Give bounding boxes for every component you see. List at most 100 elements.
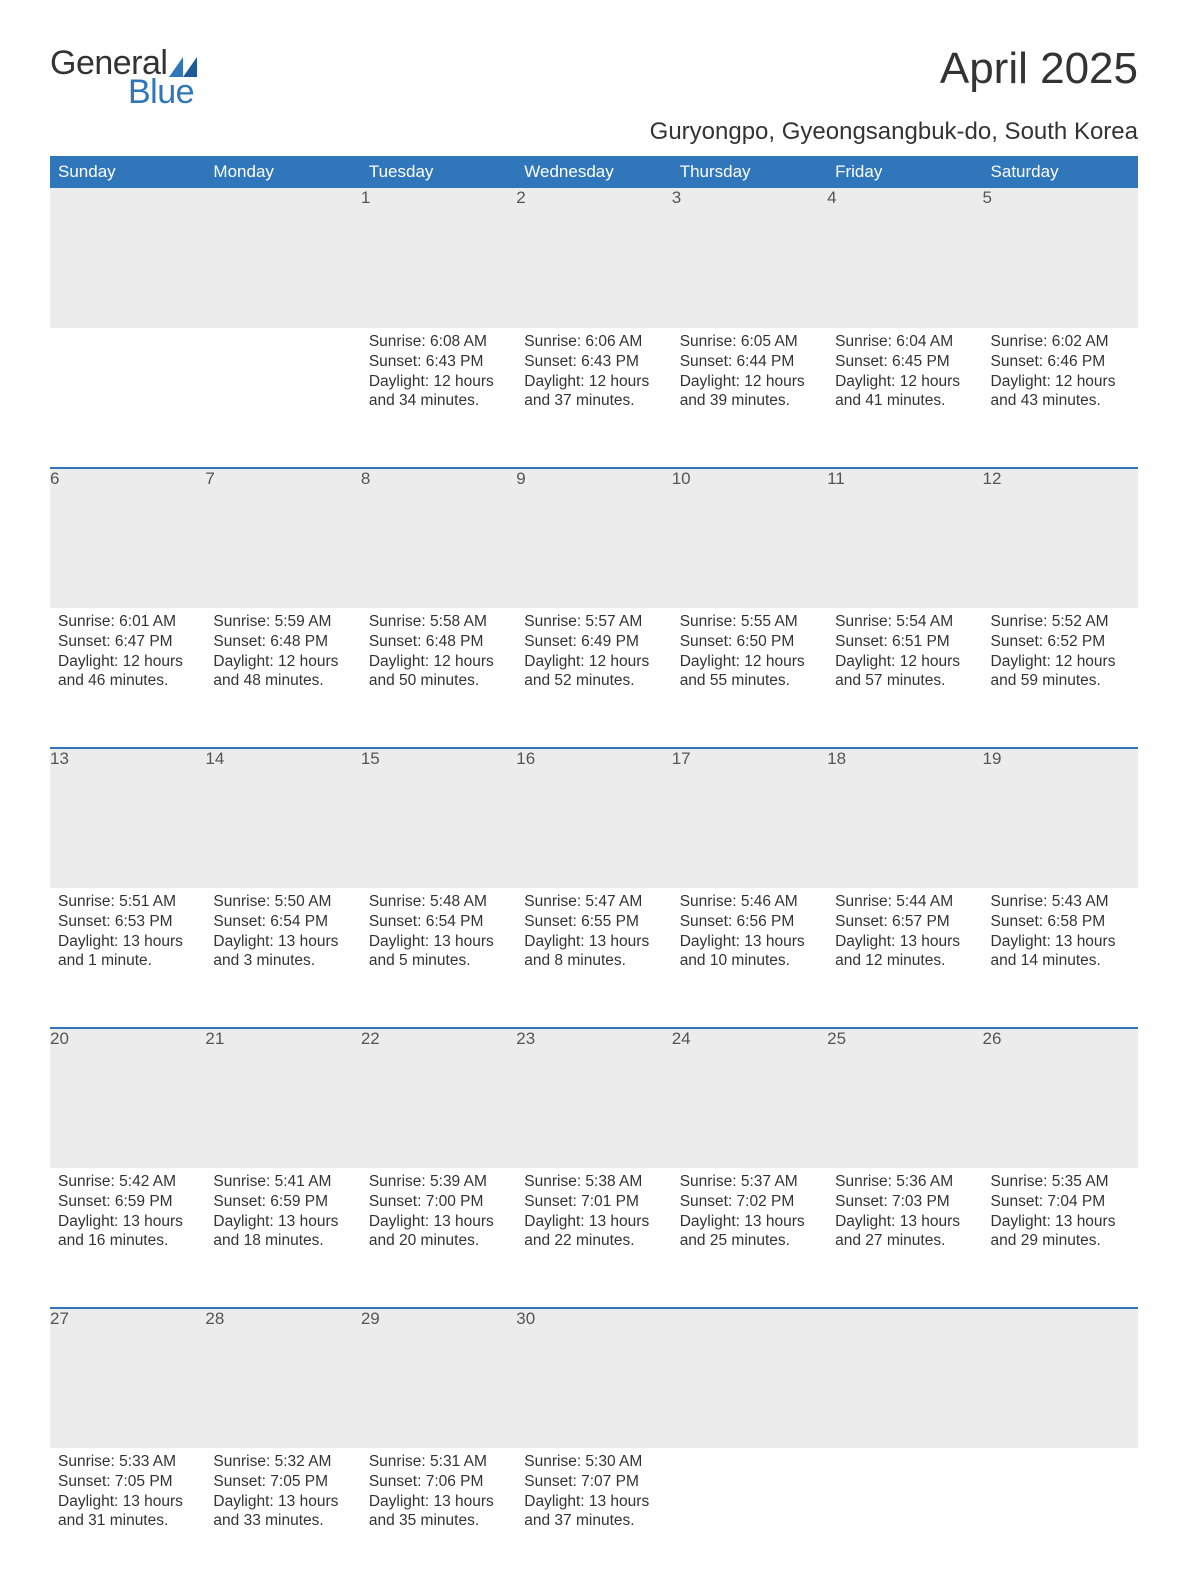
- sunrise-line: Sunrise: 5:58 AM: [369, 612, 508, 632]
- daylight-line: Daylight: 13 hours and 3 minutes.: [213, 932, 352, 972]
- calendar-cell: [672, 1448, 827, 1588]
- weekday-header-row: Sunday Monday Tuesday Wednesday Thursday…: [50, 156, 1138, 188]
- day-number-cell: 13: [50, 748, 205, 888]
- day-number-cell: [50, 188, 205, 328]
- day-number-cell: 19: [983, 748, 1138, 888]
- sunset-line: Sunset: 7:06 PM: [369, 1472, 508, 1492]
- day-number-cell: 17: [672, 748, 827, 888]
- calendar-row: Sunrise: 5:42 AMSunset: 6:59 PMDaylight:…: [50, 1168, 1138, 1308]
- calendar-cell: [50, 328, 205, 468]
- sunset-line: Sunset: 6:58 PM: [991, 912, 1130, 932]
- day-details: Sunrise: 5:54 AMSunset: 6:51 PMDaylight:…: [827, 608, 982, 701]
- daylight-line: Daylight: 13 hours and 10 minutes.: [680, 932, 819, 972]
- day-details: Sunrise: 5:50 AMSunset: 6:54 PMDaylight:…: [205, 888, 360, 981]
- sunset-line: Sunset: 6:59 PM: [58, 1192, 197, 1212]
- day-details: Sunrise: 5:30 AMSunset: 7:07 PMDaylight:…: [516, 1448, 671, 1541]
- sunset-line: Sunset: 7:00 PM: [369, 1192, 508, 1212]
- calendar-cell: Sunrise: 5:36 AMSunset: 7:03 PMDaylight:…: [827, 1168, 982, 1308]
- day-number-cell: 20: [50, 1028, 205, 1168]
- calendar-cell: Sunrise: 6:02 AMSunset: 6:46 PMDaylight:…: [983, 328, 1138, 468]
- sunset-line: Sunset: 6:50 PM: [680, 632, 819, 652]
- day-details: Sunrise: 5:59 AMSunset: 6:48 PMDaylight:…: [205, 608, 360, 701]
- daylight-line: Daylight: 12 hours and 48 minutes.: [213, 652, 352, 692]
- calendar-cell: Sunrise: 5:50 AMSunset: 6:54 PMDaylight:…: [205, 888, 360, 1028]
- day-number-cell: 8: [361, 468, 516, 608]
- day-number-cell: 4: [827, 188, 982, 328]
- sunrise-line: Sunrise: 5:47 AM: [524, 892, 663, 912]
- day-details: Sunrise: 5:55 AMSunset: 6:50 PMDaylight:…: [672, 608, 827, 701]
- sunset-line: Sunset: 6:53 PM: [58, 912, 197, 932]
- day-number-cell: 22: [361, 1028, 516, 1168]
- daylight-line: Daylight: 13 hours and 18 minutes.: [213, 1212, 352, 1252]
- calendar-cell: Sunrise: 6:05 AMSunset: 6:44 PMDaylight:…: [672, 328, 827, 468]
- day-details: Sunrise: 5:33 AMSunset: 7:05 PMDaylight:…: [50, 1448, 205, 1541]
- location-subtitle: Guryongpo, Gyeongsangbuk-do, South Korea: [50, 118, 1138, 146]
- daylight-line: Daylight: 12 hours and 34 minutes.: [369, 372, 508, 412]
- calendar-cell: Sunrise: 5:44 AMSunset: 6:57 PMDaylight:…: [827, 888, 982, 1028]
- day-number-cell: 25: [827, 1028, 982, 1168]
- logo: General Blue: [50, 44, 197, 112]
- daylight-line: Daylight: 12 hours and 50 minutes.: [369, 652, 508, 692]
- calendar-cell: Sunrise: 6:01 AMSunset: 6:47 PMDaylight:…: [50, 608, 205, 748]
- sunrise-line: Sunrise: 5:35 AM: [991, 1172, 1130, 1192]
- day-number-cell: 30: [516, 1308, 671, 1448]
- weekday-header: Wednesday: [516, 156, 671, 188]
- sunrise-line: Sunrise: 5:30 AM: [524, 1452, 663, 1472]
- day-number-cell: [983, 1308, 1138, 1448]
- day-details: Sunrise: 5:52 AMSunset: 6:52 PMDaylight:…: [983, 608, 1138, 701]
- daylight-line: Daylight: 13 hours and 1 minute.: [58, 932, 197, 972]
- sunrise-line: Sunrise: 5:38 AM: [524, 1172, 663, 1192]
- sunrise-line: Sunrise: 6:01 AM: [58, 612, 197, 632]
- calendar-cell: Sunrise: 5:37 AMSunset: 7:02 PMDaylight:…: [672, 1168, 827, 1308]
- day-number-cell: 10: [672, 468, 827, 608]
- day-number-cell: 2: [516, 188, 671, 328]
- daylight-line: Daylight: 13 hours and 20 minutes.: [369, 1212, 508, 1252]
- weekday-header: Monday: [205, 156, 360, 188]
- daylight-line: Daylight: 12 hours and 39 minutes.: [680, 372, 819, 412]
- calendar-table: Sunday Monday Tuesday Wednesday Thursday…: [50, 156, 1138, 1588]
- day-details: Sunrise: 6:02 AMSunset: 6:46 PMDaylight:…: [983, 328, 1138, 421]
- sunset-line: Sunset: 6:51 PM: [835, 632, 974, 652]
- sunset-line: Sunset: 6:56 PM: [680, 912, 819, 932]
- daylight-line: Daylight: 13 hours and 12 minutes.: [835, 932, 974, 972]
- sunrise-line: Sunrise: 6:04 AM: [835, 332, 974, 352]
- sunrise-line: Sunrise: 6:05 AM: [680, 332, 819, 352]
- sunrise-line: Sunrise: 5:39 AM: [369, 1172, 508, 1192]
- day-details: Sunrise: 5:32 AMSunset: 7:05 PMDaylight:…: [205, 1448, 360, 1541]
- calendar-cell: Sunrise: 5:57 AMSunset: 6:49 PMDaylight:…: [516, 608, 671, 748]
- day-number-row: 27282930: [50, 1308, 1138, 1448]
- day-details: Sunrise: 6:01 AMSunset: 6:47 PMDaylight:…: [50, 608, 205, 701]
- calendar-row: Sunrise: 5:33 AMSunset: 7:05 PMDaylight:…: [50, 1448, 1138, 1588]
- day-details: Sunrise: 5:36 AMSunset: 7:03 PMDaylight:…: [827, 1168, 982, 1261]
- logo-word2: Blue: [128, 73, 197, 112]
- day-number-cell: 29: [361, 1308, 516, 1448]
- day-details: Sunrise: 5:39 AMSunset: 7:00 PMDaylight:…: [361, 1168, 516, 1261]
- daylight-line: Daylight: 12 hours and 55 minutes.: [680, 652, 819, 692]
- day-details: Sunrise: 5:35 AMSunset: 7:04 PMDaylight:…: [983, 1168, 1138, 1261]
- day-details: Sunrise: 6:04 AMSunset: 6:45 PMDaylight:…: [827, 328, 982, 421]
- day-details: Sunrise: 5:42 AMSunset: 6:59 PMDaylight:…: [50, 1168, 205, 1261]
- day-number-cell: 3: [672, 188, 827, 328]
- sunrise-line: Sunrise: 6:02 AM: [991, 332, 1130, 352]
- calendar-cell: [983, 1448, 1138, 1588]
- day-number-row: 20212223242526: [50, 1028, 1138, 1168]
- weekday-header: Sunday: [50, 156, 205, 188]
- day-details: Sunrise: 6:05 AMSunset: 6:44 PMDaylight:…: [672, 328, 827, 421]
- sunrise-line: Sunrise: 5:32 AM: [213, 1452, 352, 1472]
- day-number-row: 12345: [50, 188, 1138, 328]
- calendar-cell: Sunrise: 5:41 AMSunset: 6:59 PMDaylight:…: [205, 1168, 360, 1308]
- sunset-line: Sunset: 7:04 PM: [991, 1192, 1130, 1212]
- day-details: Sunrise: 5:38 AMSunset: 7:01 PMDaylight:…: [516, 1168, 671, 1261]
- sunrise-line: Sunrise: 5:44 AM: [835, 892, 974, 912]
- daylight-line: Daylight: 13 hours and 29 minutes.: [991, 1212, 1130, 1252]
- day-number-cell: 15: [361, 748, 516, 888]
- calendar-cell: Sunrise: 5:55 AMSunset: 6:50 PMDaylight:…: [672, 608, 827, 748]
- sunrise-line: Sunrise: 5:46 AM: [680, 892, 819, 912]
- day-details: Sunrise: 6:06 AMSunset: 6:43 PMDaylight:…: [516, 328, 671, 421]
- calendar-cell: Sunrise: 6:04 AMSunset: 6:45 PMDaylight:…: [827, 328, 982, 468]
- daylight-line: Daylight: 13 hours and 22 minutes.: [524, 1212, 663, 1252]
- day-number-cell: 27: [50, 1308, 205, 1448]
- day-number-cell: [205, 188, 360, 328]
- day-number-cell: 1: [361, 188, 516, 328]
- calendar-cell: [827, 1448, 982, 1588]
